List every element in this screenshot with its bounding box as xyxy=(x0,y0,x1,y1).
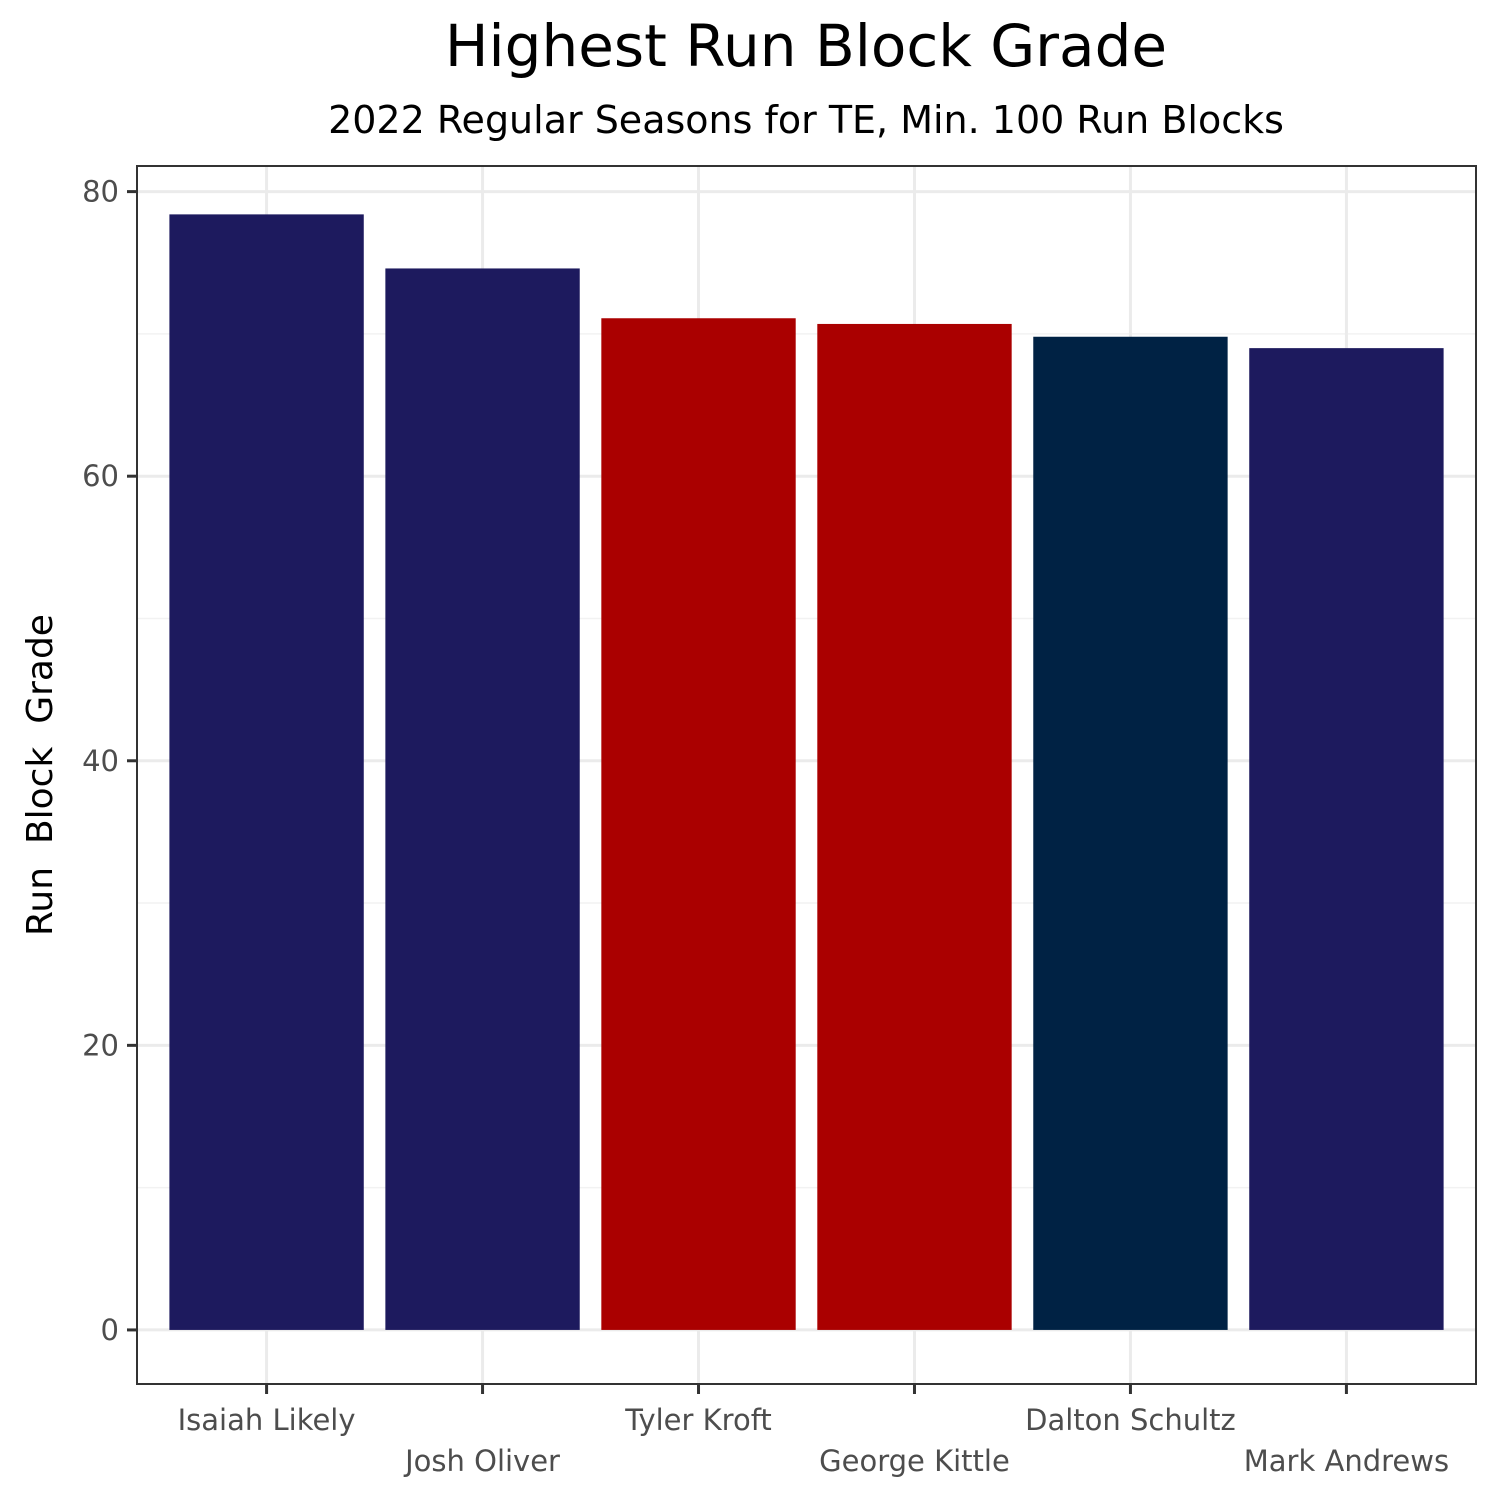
bar-dalton-schultz xyxy=(1033,336,1228,1330)
axes: 0 20 40 60 80 Isaiah Likely Josh Oliver Tyler K… xyxy=(82,175,1449,1478)
x-tick-label: Isaiah Likely xyxy=(178,1403,356,1437)
y-axis-title: Run Block Grade xyxy=(20,614,61,936)
x-tick-label: Dalton Schultz xyxy=(1025,1403,1236,1437)
bar-mark-andrews xyxy=(1249,348,1444,1330)
y-tick-label: 40 xyxy=(82,744,119,778)
x-tick-label: Josh Oliver xyxy=(403,1444,560,1478)
bar-tyler-kroft xyxy=(601,318,796,1330)
bars xyxy=(169,214,1444,1330)
y-tick-label: 20 xyxy=(82,1028,119,1062)
x-tick-label: Tyler Kroft xyxy=(624,1403,772,1437)
chart-title: Highest Run Block Grade xyxy=(444,12,1168,80)
x-tick-label: George Kittle xyxy=(819,1444,1010,1478)
y-tick-label: 0 xyxy=(101,1313,119,1347)
y-tick-label: 80 xyxy=(82,175,119,209)
x-tick-label: Mark Andrews xyxy=(1244,1444,1449,1478)
bar-george-kittle xyxy=(817,323,1012,1330)
y-tick-label: 60 xyxy=(82,459,119,493)
bar-isaiah-likely xyxy=(169,214,364,1330)
plot-border xyxy=(136,165,1477,1385)
chart-subtitle: 2022 Regular Seasons for TE, Min. 100 Ru… xyxy=(328,98,1284,142)
bar-josh-oliver xyxy=(385,268,580,1330)
